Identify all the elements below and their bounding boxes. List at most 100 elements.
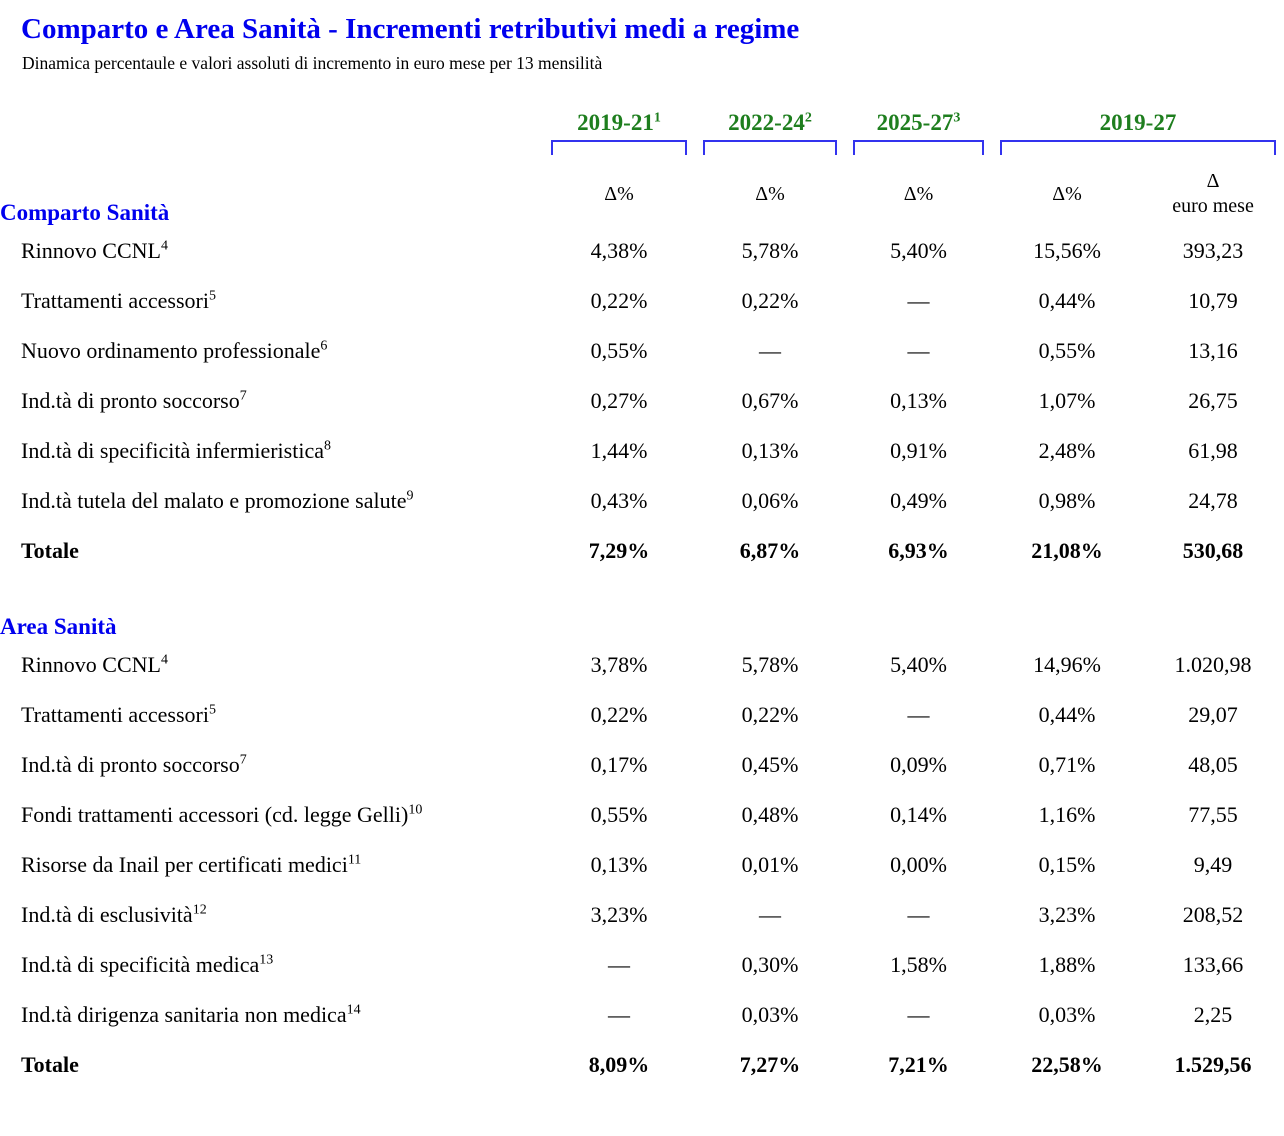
row-label: Ind.tà di esclusività12: [21, 902, 207, 928]
value-cell: 14,96%: [1033, 652, 1101, 678]
value-cell: 0,14%: [890, 802, 947, 828]
value-cell: 0,03%: [741, 1002, 799, 1028]
row-label: Ind.tà tutela del malato e promozione sa…: [21, 488, 414, 514]
value-cell: 3,78%: [590, 652, 648, 678]
table-row: Ind.tà di pronto soccorso7 0,27% 0,67% 0,13…: [0, 376, 1284, 426]
value-cell: —: [907, 338, 930, 364]
value-cell: 13,16: [1188, 338, 1238, 364]
value-cell: —: [907, 702, 930, 728]
page-title: Comparto e Area Sanità - Incrementi retr…: [21, 13, 800, 45]
footnote-ref: 6: [320, 339, 328, 355]
table-row: Rinnovo CCNL4 4,38% 5,78% 5,40% 15,56% 393,23: [0, 226, 1284, 276]
period-header-row: 2019-211 2022-242 2025-273 2019-27: [0, 90, 1284, 140]
table-row: Fondi trattamenti accessori (cd. legge G…: [0, 790, 1284, 840]
comparto-sanita-rows: Rinnovo CCNL4 4,38% 5,78% 5,40% 15,56% 393,23…: [0, 226, 1284, 576]
value-cell: 77,55: [1188, 802, 1238, 828]
value-cell: 2,25: [1193, 1002, 1233, 1028]
value-cell: 4,38%: [590, 238, 648, 264]
table-row: Nuovo ordinamento professionale6 0,55% — — 0…: [0, 326, 1284, 376]
row-label: Fondi trattamenti accessori (cd. legge G…: [21, 802, 423, 828]
row-label: Risorse da Inail per certificati medici1…: [21, 852, 362, 878]
subheader-row: Comparto Sanità Δ% Δ% Δ% Δ% Δ euro mese: [0, 162, 1284, 226]
value-cell: 0,44%: [1038, 702, 1096, 728]
value-cell: 0,55%: [590, 338, 648, 364]
value-cell: 9,49: [1193, 852, 1233, 878]
empty-cell: [0, 140, 543, 162]
row-label: Ind.tà di specificità infermieristica8: [21, 438, 331, 464]
table-row: Ind.tà tutela del malato e promozione sa…: [0, 476, 1284, 526]
footnote-ref: 9: [406, 489, 414, 505]
value-cell: 26,75: [1188, 388, 1238, 414]
delta-pct-header: Δ%: [604, 182, 634, 205]
value-cell: 10,79: [1188, 288, 1238, 314]
value-cell: 0,44%: [1038, 288, 1096, 314]
value-cell: 3,23%: [1038, 902, 1096, 928]
value-cell: —: [608, 1002, 630, 1028]
value-cell: 530,68: [1182, 538, 1244, 564]
value-cell: 0,55%: [1038, 338, 1096, 364]
row-label: Rinnovo CCNL4: [21, 238, 168, 264]
period-header-2019-21: 2019-211: [577, 110, 661, 136]
table-row: Ind.tà dirigenza sanitaria non medica14 —…: [0, 990, 1284, 1040]
table-row: Totale 8,09% 7,27% 7,21% 22,58% 1.529,56: [0, 1040, 1284, 1090]
value-cell: 393,23: [1182, 238, 1244, 264]
footnote-ref: 5: [208, 289, 216, 305]
column-group-bracket: [551, 140, 687, 156]
value-cell: 0,13%: [590, 852, 648, 878]
value-cell: 8,09%: [588, 1052, 650, 1078]
value-cell: 0,67%: [741, 388, 799, 414]
value-cell: 208,52: [1182, 902, 1244, 928]
column-group-bracket: [703, 140, 837, 156]
value-cell: 0,03%: [1038, 1002, 1096, 1028]
footnote-ref: 1: [653, 110, 661, 126]
table-row: Ind.tà di specificità medica13 — 0,30% 1,58…: [0, 940, 1284, 990]
delta-pct-header: Δ%: [903, 182, 934, 205]
value-cell: 0,55%: [590, 802, 648, 828]
value-cell: —: [759, 902, 781, 928]
value-cell: 29,07: [1188, 702, 1238, 728]
value-cell: 0,30%: [741, 952, 799, 978]
value-cell: 61,98: [1188, 438, 1238, 464]
footnote-ref: 4: [160, 653, 168, 669]
value-cell: 0,13%: [741, 438, 799, 464]
footnote-ref: 12: [192, 903, 207, 919]
footnote-ref: 11: [347, 853, 362, 869]
value-cell: 0,13%: [890, 388, 947, 414]
section-header-area: Area Sanità: [0, 614, 117, 640]
footnote-ref: 7: [239, 753, 247, 769]
value-cell: 5,78%: [741, 652, 799, 678]
footnote-ref: 3: [953, 110, 961, 126]
table-row: Ind.tà di specificità infermieristica8 1,…: [0, 426, 1284, 476]
value-cell: 0,49%: [890, 488, 947, 514]
value-cell: 133,66: [1182, 952, 1244, 978]
value-cell: 5,40%: [890, 652, 947, 678]
value-cell: 22,58%: [1031, 1052, 1103, 1078]
table-row: Rinnovo CCNL4 3,78% 5,78% 5,40% 14,96% 1.020,…: [0, 640, 1284, 690]
table-row: Trattamenti accessori5 0,22% 0,22% — 0,44% 10…: [0, 276, 1284, 326]
value-cell: 0,00%: [890, 852, 947, 878]
value-cell: 0,98%: [1038, 488, 1096, 514]
value-cell: 5,40%: [890, 238, 947, 264]
value-cell: 1,07%: [1038, 388, 1096, 414]
period-header-2022-24: 2022-242: [728, 110, 812, 136]
footnote-ref: 14: [346, 1003, 361, 1019]
period-header-2019-27: 2019-27: [1099, 110, 1177, 136]
value-cell: 0,27%: [590, 388, 648, 414]
value-cell: 24,78: [1188, 488, 1238, 514]
row-label: Totale: [21, 538, 79, 564]
row-label: Totale: [21, 1052, 79, 1078]
value-cell: 7,29%: [588, 538, 650, 564]
value-cell: —: [907, 902, 930, 928]
value-cell: 0,22%: [590, 702, 648, 728]
value-cell: 1,44%: [590, 438, 648, 464]
delta-euro-mese-header: Δ euro mese: [1172, 170, 1254, 218]
footnote-ref: 2: [804, 110, 812, 126]
value-cell: 0,71%: [1038, 752, 1096, 778]
page-subtitle: Dinamica percentaule e valori assoluti d…: [22, 53, 603, 74]
value-cell: 1.529,56: [1174, 1052, 1252, 1078]
row-label: Rinnovo CCNL4: [21, 652, 168, 678]
value-cell: 7,27%: [739, 1052, 801, 1078]
footnote-ref: 13: [259, 953, 274, 969]
row-label: Ind.tà di pronto soccorso7: [21, 388, 247, 414]
